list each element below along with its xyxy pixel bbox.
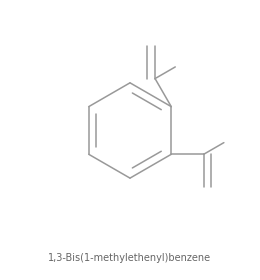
Text: 1,3-Bis(1-methylethenyl)benzene: 1,3-Bis(1-methylethenyl)benzene — [48, 253, 212, 263]
